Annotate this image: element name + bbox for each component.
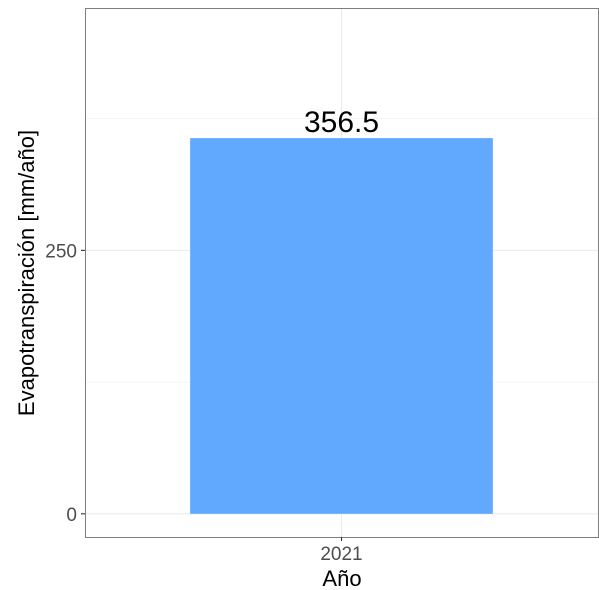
y-axis: 0 250 [45, 241, 85, 526]
y-axis-title: Evapotranspiración [mm/año] [14, 130, 39, 416]
bar-value-label: 356.5 [304, 106, 379, 139]
x-tick-label: 2021 [320, 544, 362, 565]
x-axis: 2021 [320, 537, 363, 565]
data-labels: 356.5 [304, 106, 379, 139]
y-tick-label: 250 [45, 241, 77, 262]
bars [190, 138, 493, 514]
bar [190, 138, 493, 514]
y-tick-label: 0 [66, 505, 77, 526]
x-axis-title: Año [322, 566, 361, 590]
